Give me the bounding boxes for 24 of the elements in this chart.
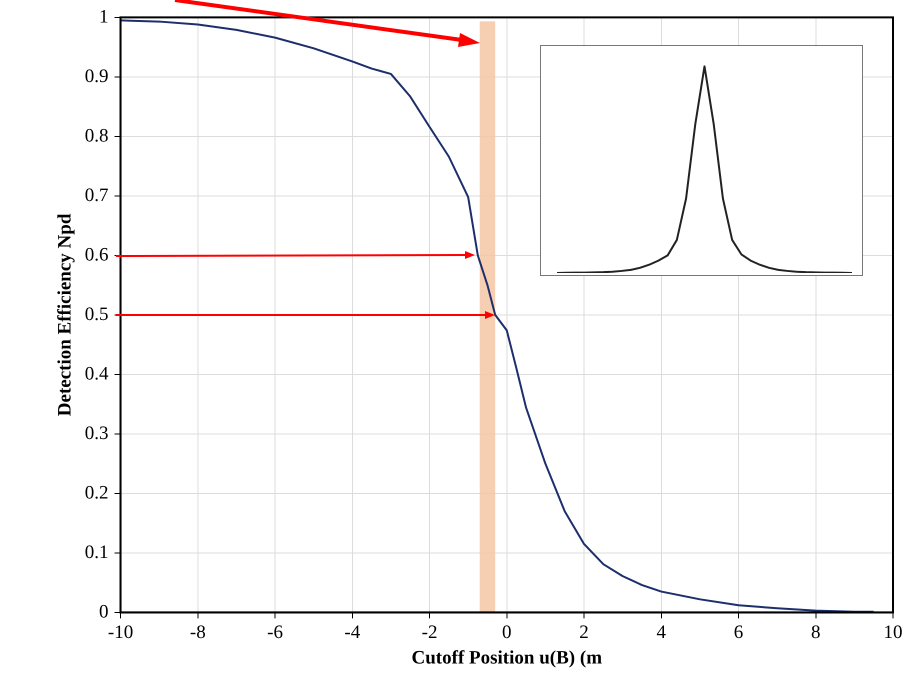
y-tick-label: 0.4 — [84, 363, 110, 384]
y-tick-label: 1 — [99, 6, 109, 28]
x-tick-label: 4 — [656, 622, 667, 643]
x-tick-label: -4 — [344, 622, 361, 643]
y-tick-label: 0.5 — [84, 304, 109, 325]
x-tick-label: 8 — [811, 622, 821, 643]
x-tick-label: -10 — [108, 622, 134, 643]
y-tick-label: 0.3 — [84, 422, 109, 444]
x-tick-label: 2 — [579, 622, 589, 643]
y-tick-label: 0.9 — [84, 66, 109, 87]
x-tick-label: -2 — [422, 622, 438, 643]
y-axis-title: Detection Efficiency Npd — [54, 213, 76, 416]
y-tick-label: 0.8 — [84, 125, 109, 146]
y-tick-label: 0 — [99, 601, 109, 622]
y-tick-label: 0.7 — [84, 184, 109, 206]
x-tick-label: 6 — [734, 622, 744, 643]
x-tick-label: 0 — [502, 622, 512, 643]
y-tick-label: 0.2 — [84, 482, 109, 504]
x-tick-label: 10 — [884, 622, 902, 643]
x-tick-label: -8 — [190, 622, 206, 643]
x-axis-title: Cutoff Position u(B) (m — [412, 648, 602, 669]
y-tick-label: 0.1 — [84, 542, 109, 563]
x-tick-label: -6 — [267, 622, 283, 643]
y-tick-label: 0.6 — [84, 244, 109, 266]
